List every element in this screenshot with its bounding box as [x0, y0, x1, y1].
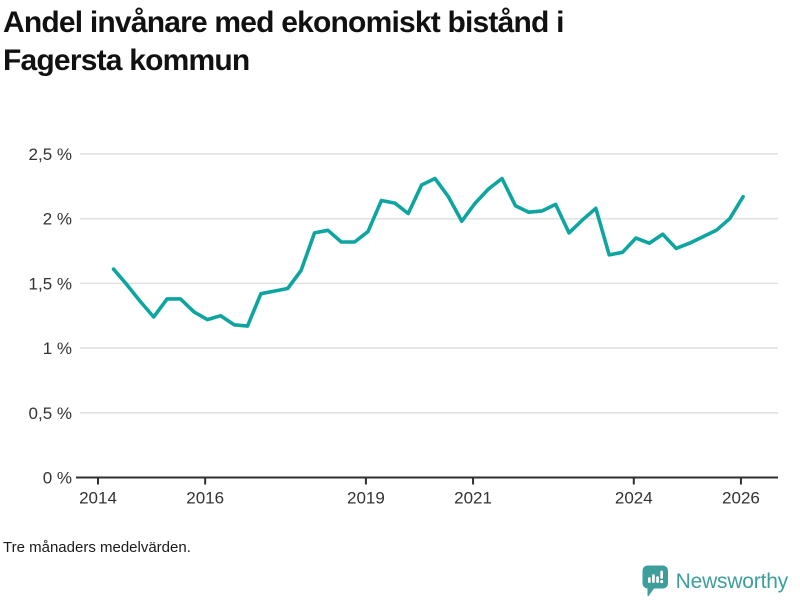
y-tick-label: 1 %	[43, 339, 72, 358]
mini-bar-chart-glyph	[647, 570, 663, 584]
y-tick-label: 0,5 %	[29, 404, 72, 423]
speech-bubble-shape	[642, 565, 668, 597]
page-title-line2: Fagersta kommun	[3, 44, 250, 77]
x-tick-label: 2026	[722, 489, 760, 508]
chart-footnote: Tre månaders medelvärden.	[3, 539, 191, 556]
x-tick-label: 2014	[79, 489, 117, 508]
y-tick-label: 0 %	[43, 469, 72, 488]
page-title: Andel invånare med ekonomiskt bistånd i …	[3, 4, 773, 80]
x-tick-label: 2019	[347, 489, 385, 508]
y-tick-label: 1,5 %	[29, 274, 72, 293]
brand-logo: Newsworthy	[642, 565, 788, 598]
y-tick-label: 2 %	[43, 210, 72, 229]
x-tick-label: 2016	[186, 489, 224, 508]
x-tick-label: 2024	[615, 489, 653, 508]
newsworthy-icon	[642, 565, 668, 597]
data-line-series	[111, 176, 745, 328]
x-tick-label: 2021	[454, 489, 492, 508]
page-title-line1: Andel invånare med ekonomiskt bistånd i	[3, 6, 564, 39]
y-tick-label: 2,5 %	[29, 145, 72, 164]
brand-name: Newsworthy	[675, 569, 789, 593]
